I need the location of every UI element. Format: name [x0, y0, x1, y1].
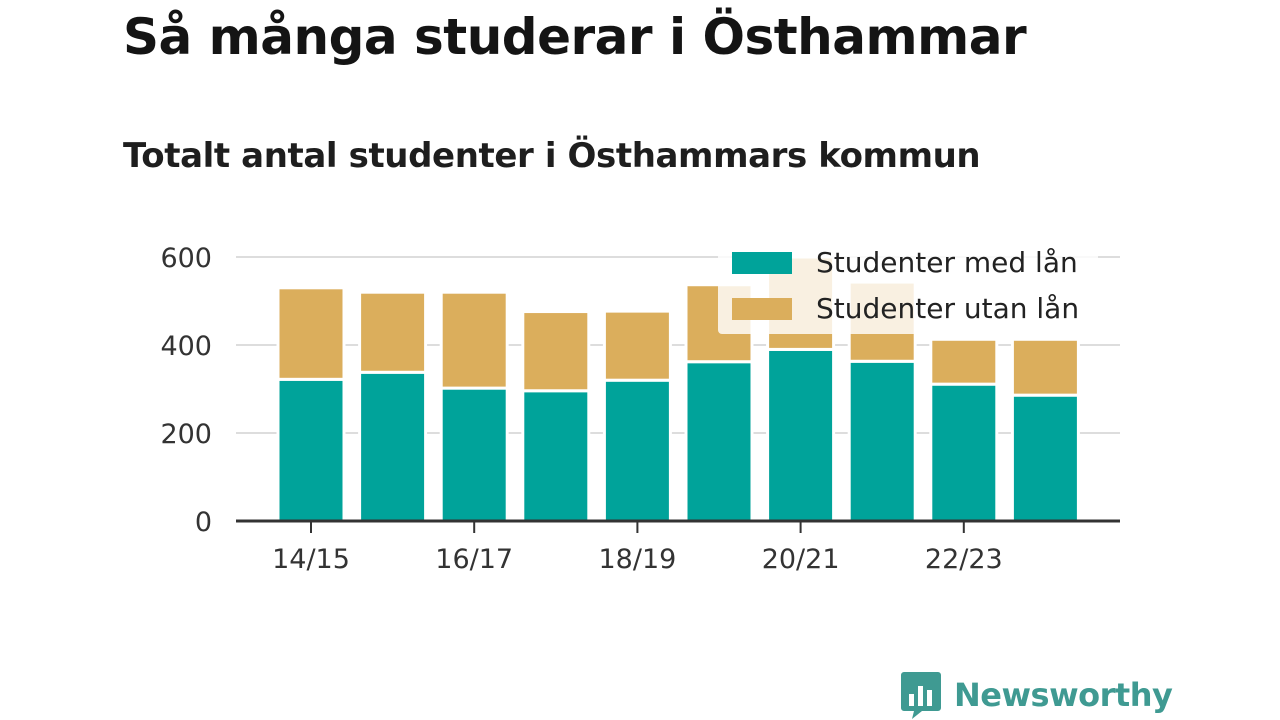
x-tick-label: 22/23: [925, 544, 1003, 575]
bar-with-loan: [766, 347, 836, 523]
bar-without-loan: [602, 309, 672, 382]
legend-box: [718, 238, 1098, 334]
bar-with-loan: [439, 386, 509, 523]
chart-subtitle: Totalt antal studenter i Östhammars komm…: [123, 136, 981, 176]
bar-with-loan: [521, 389, 591, 523]
x-tick-label: 20/21: [762, 544, 840, 575]
x-tick-label: 16/17: [435, 544, 513, 575]
x-axis: 14/15 16/17 18/19 20/21 22/23: [236, 519, 1120, 575]
bar-chart-bubble-icon: [901, 672, 941, 719]
legend-swatch: [732, 298, 792, 320]
bar-without-loan: [439, 290, 509, 390]
bar-without-loan: [276, 286, 346, 381]
bar-with-loan: [602, 378, 672, 523]
y-tick-label: 600: [160, 243, 212, 274]
bar-without-loan: [358, 290, 428, 374]
y-axis-ticks: 0 200 400 600: [160, 243, 212, 538]
bar-without-loan: [1010, 337, 1080, 397]
bar-with-loan: [684, 360, 754, 523]
x-tick-label: 14/15: [272, 544, 350, 575]
chart-title: Så många studerar i Östhammar: [123, 8, 1027, 66]
legend-swatch: [732, 252, 792, 274]
bar-with-loan: [1010, 393, 1080, 523]
legend-label: Studenter utan lån: [816, 292, 1079, 325]
bar-without-loan: [521, 310, 591, 393]
newsworthy-logo: Newsworthy: [900, 670, 1173, 720]
bar-with-loan: [929, 382, 999, 523]
y-tick-label: 400: [160, 331, 212, 362]
bar-with-loan: [276, 377, 346, 523]
x-tick-label: 18/19: [598, 544, 676, 575]
y-tick-label: 200: [160, 419, 212, 450]
bar-with-loan: [847, 359, 917, 523]
brand-name: Newsworthy: [954, 676, 1173, 714]
legend-label: Studenter med lån: [816, 246, 1078, 279]
legend: Studenter med lån Studenter utan lån: [718, 238, 1098, 334]
bar-without-loan: [929, 337, 999, 386]
y-tick-label: 0: [195, 507, 212, 538]
bar-with-loan: [358, 370, 428, 523]
